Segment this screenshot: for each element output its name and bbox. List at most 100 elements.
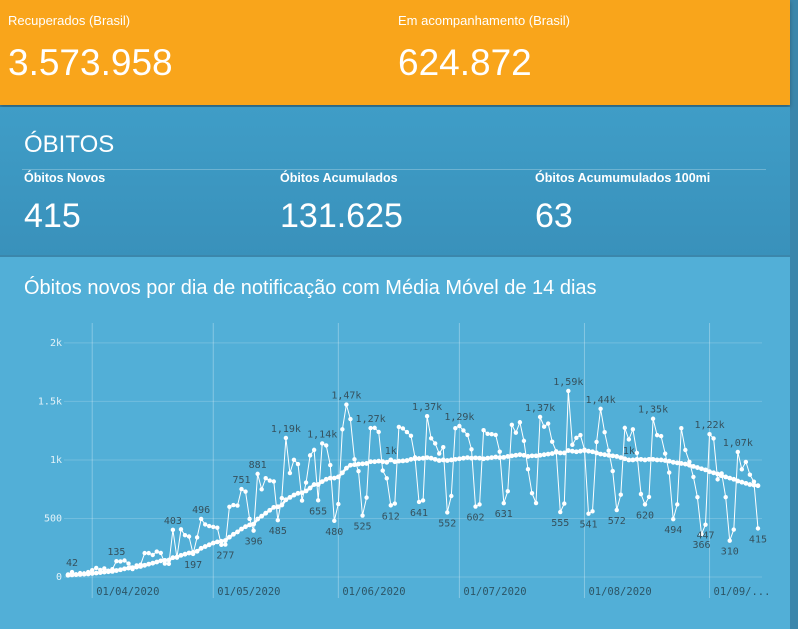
daily-point [545,421,551,426]
moving-average-point [622,456,628,462]
moving-average-point [89,571,95,576]
moving-average-point [331,475,337,481]
moving-average-point [465,455,470,461]
daily-point [671,516,676,522]
data-label: 1,07k [723,438,753,449]
daily-point [683,447,688,453]
daily-point [578,432,583,438]
daily-point [610,468,615,474]
data-label: 655 [309,506,327,517]
daily-point [408,433,414,439]
moving-average-point [618,455,624,461]
daily-point [566,388,571,394]
moving-average-point [456,456,462,462]
daily-point [606,448,611,453]
moving-average-point [105,569,111,575]
daily-point [703,522,708,527]
daily-point [227,504,232,509]
data-label: 1,14k [307,429,337,440]
moving-average-point [436,458,442,463]
daily-point [388,503,393,508]
moving-average-point [469,455,474,461]
daily-point [465,432,470,438]
moving-average-point [231,531,236,537]
daily-point [360,513,365,518]
data-label: 480 [325,527,343,538]
daily-point [614,507,619,513]
moving-average-point [634,456,640,462]
daily-point [501,500,506,506]
moving-average-point [626,457,632,463]
moving-average-point [594,450,599,456]
daily-point [537,414,543,420]
moving-average-point [545,451,551,457]
moving-average-point [691,463,696,469]
daily-point [646,494,652,500]
moving-average-point [513,452,519,458]
daily-point [299,498,305,503]
daily-point [150,552,155,558]
daily-point [198,516,204,522]
daily-point [735,449,740,455]
moving-average-point [295,490,301,496]
daily-point [699,531,704,537]
y-tick-label: 1.5k [38,396,62,407]
moving-average-point [529,453,535,459]
daily-point [630,427,636,432]
daily-point [178,527,184,532]
moving-average-point [126,565,131,571]
card-value: 3.573.958 [8,42,173,83]
daily-point [287,470,293,476]
daily-point [513,430,519,435]
daily-point [457,423,462,429]
daily-point [94,565,99,571]
moving-average-point [586,448,591,454]
divider [22,169,766,170]
moving-average-point [275,504,281,510]
daily-point [622,425,628,431]
daily-point [751,479,757,484]
daily-point [533,500,539,506]
daily-point [558,509,563,515]
moving-average-point [114,568,119,573]
moving-average-point [715,471,721,477]
daily-point [731,527,736,532]
daily-point [642,502,648,507]
data-label: 620 [636,510,654,521]
daily-point [368,425,373,431]
card-label: Recuperados (Brasil) [8,13,131,28]
daily-point [695,494,700,500]
data-label: 631 [495,509,513,520]
daily-point [497,449,502,454]
daily-point [170,527,176,533]
x-tick-label: 01/05/2020 [217,586,280,598]
daily-point [311,447,317,453]
moving-average-point [743,480,749,486]
daily-point [562,501,567,506]
daily-point [380,468,385,473]
moving-average-point [214,539,220,545]
moving-average-point [662,458,668,463]
moving-average-point [271,504,277,510]
daily-point [255,471,260,477]
moving-average-point [267,507,273,513]
data-label: 541 [579,520,597,531]
moving-average-point [356,461,361,467]
daily-point [182,533,188,538]
daily-point [219,542,224,548]
moving-average-point [287,495,293,500]
moving-average-point [307,485,313,491]
daily-point [481,428,486,433]
daily-point [711,436,716,441]
daily-point [574,435,579,441]
moving-average-point [339,470,345,476]
moving-average-point [311,482,317,487]
moving-average-point [444,458,450,463]
moving-average-point [646,456,652,462]
daily-point [489,431,494,437]
data-label: 1,37k [525,403,555,414]
daily-point [118,559,123,564]
daily-point [243,489,248,494]
daily-point [727,538,732,543]
moving-average-point [344,465,349,471]
